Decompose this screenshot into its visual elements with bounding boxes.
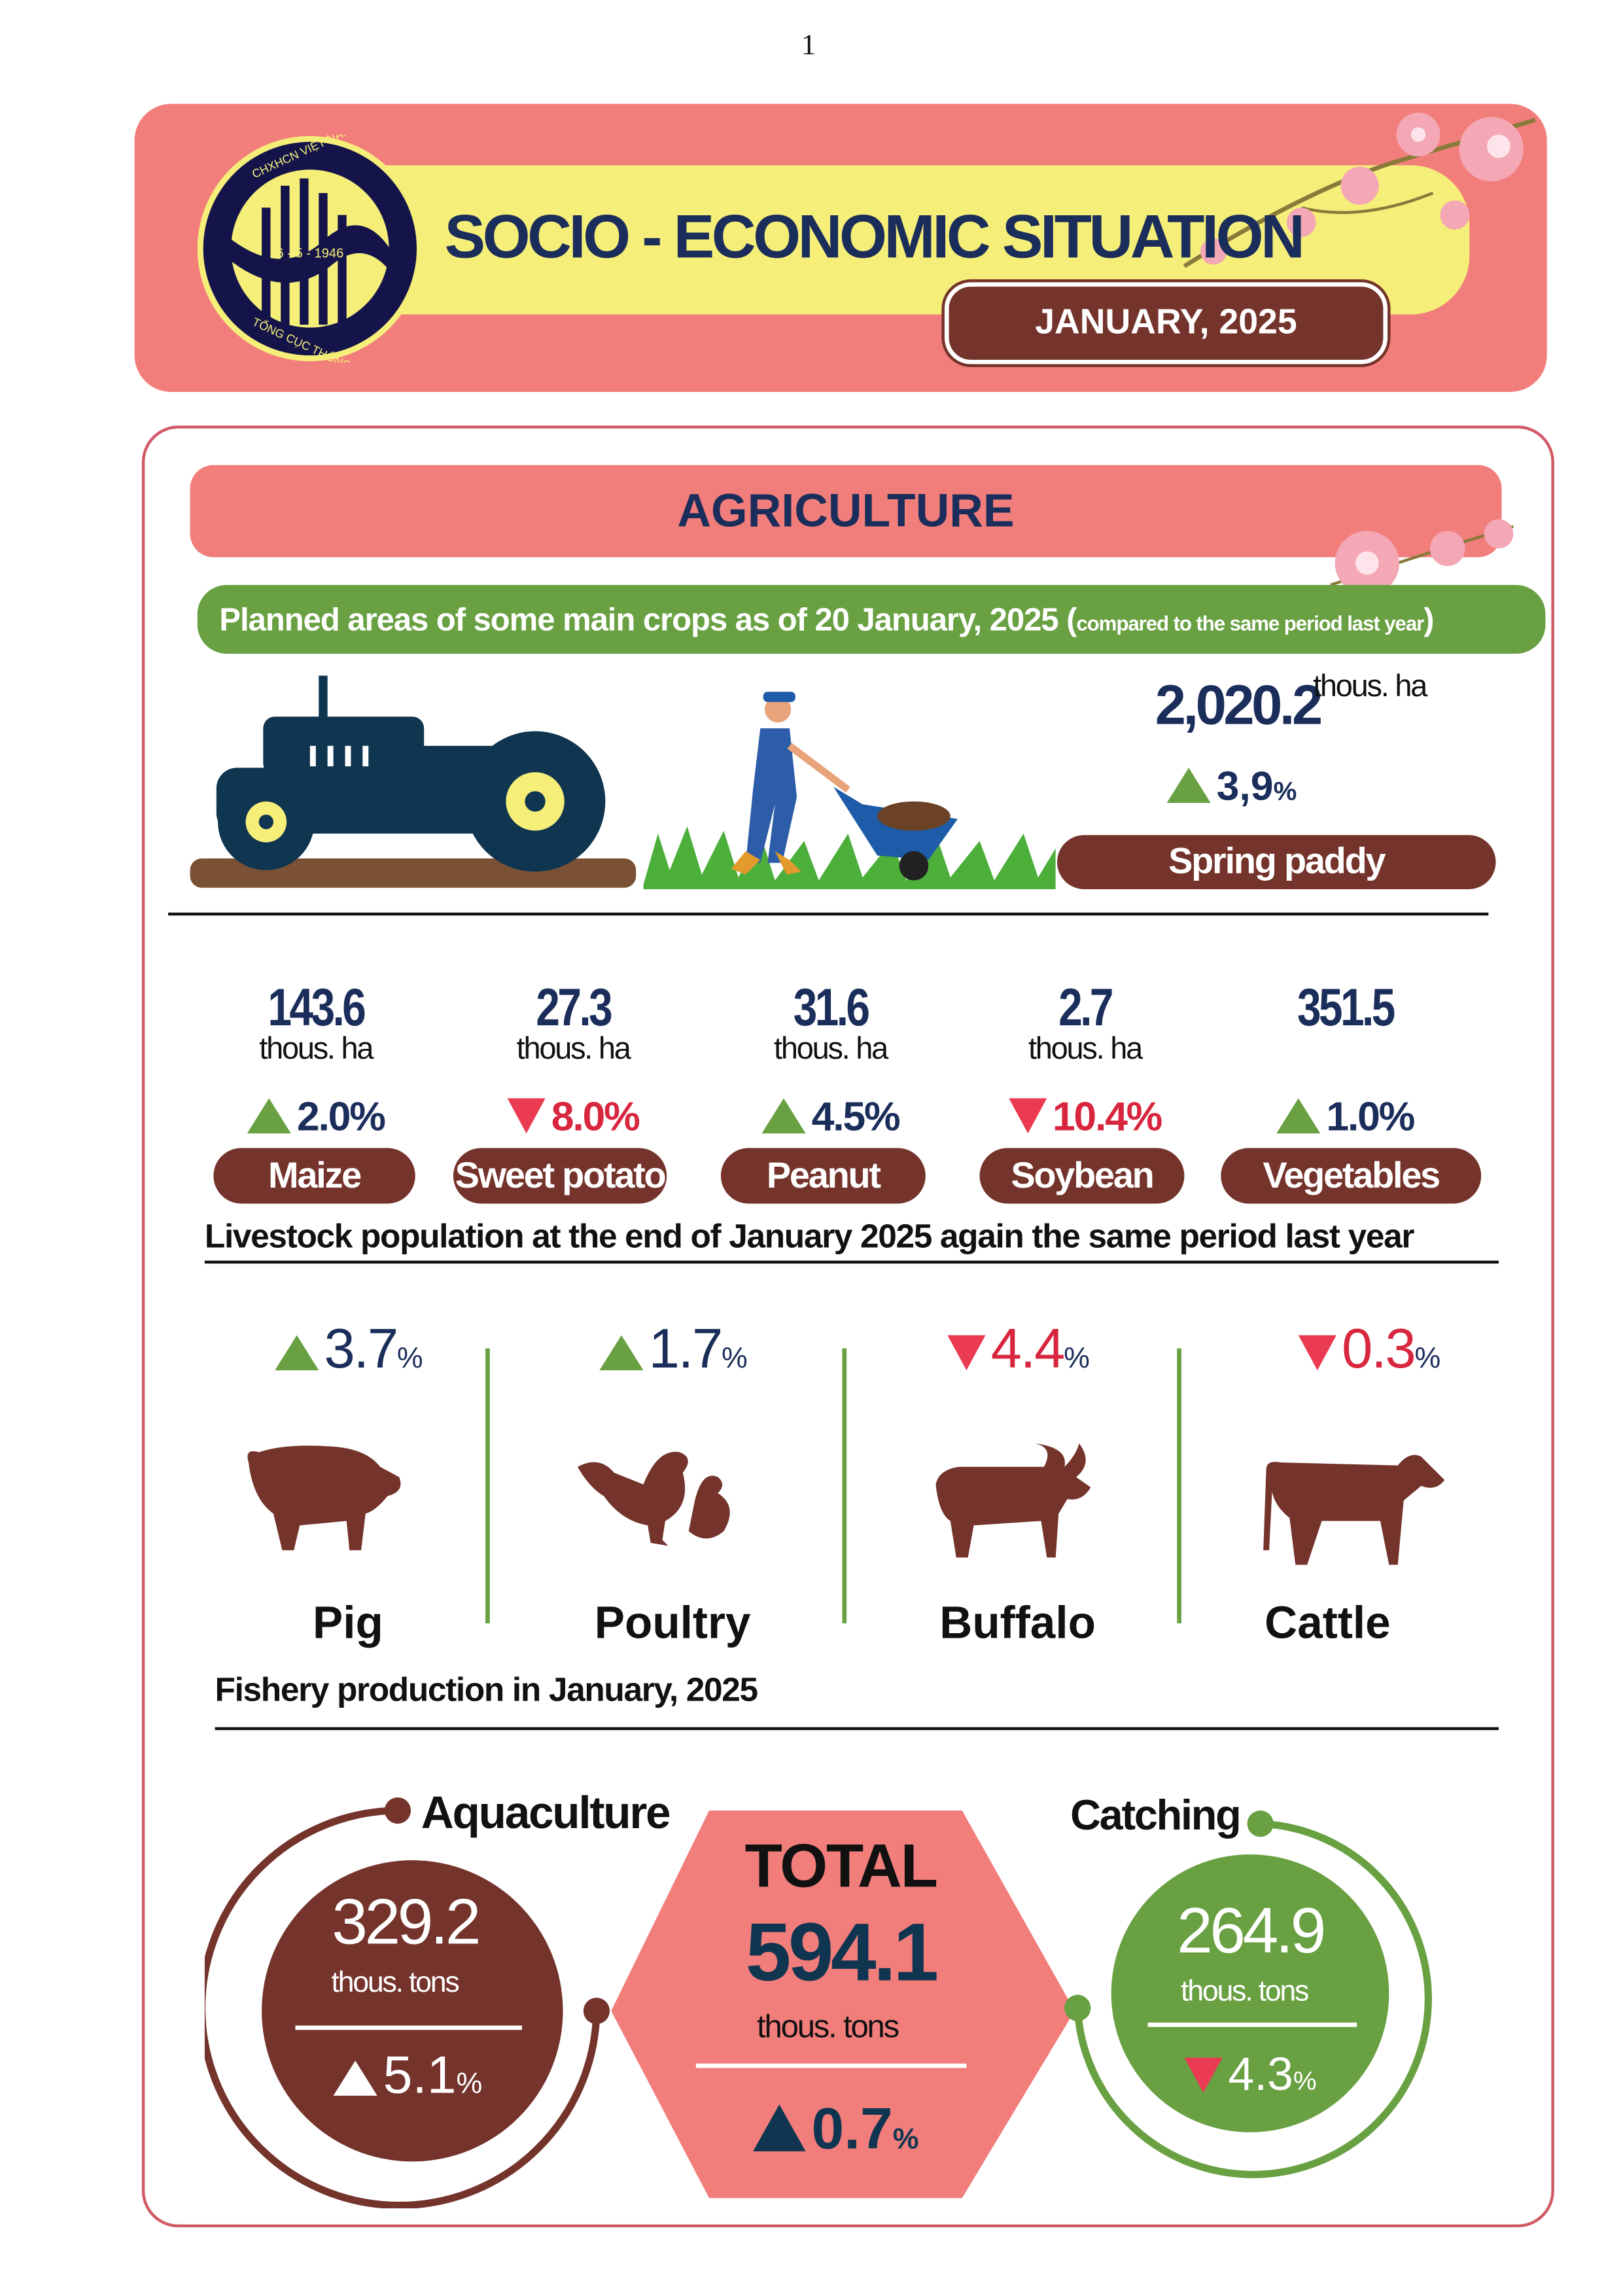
livestock-pig: 3.7% Pig bbox=[201, 1319, 494, 1648]
arrow-up-icon bbox=[753, 2104, 806, 2151]
catching-label: Catching bbox=[1070, 1793, 1242, 1840]
arrow-up-icon bbox=[1276, 1098, 1321, 1134]
crop-label-soybean: Soybean bbox=[979, 1148, 1185, 1204]
svg-text:6 - 5 - 1946: 6 - 5 - 1946 bbox=[276, 246, 343, 260]
farmer-wheelbarrow-illustration bbox=[643, 692, 1056, 889]
arrow-down-icon bbox=[1298, 1335, 1336, 1371]
catching-unit: thous. tons bbox=[1181, 1975, 1309, 2008]
crop-maize: 143.6 thous. ha 2.0% bbox=[192, 977, 440, 1139]
crops-heading-bar: Planned areas of some main crops as of 2… bbox=[197, 585, 1546, 654]
crop-sweet-potato: 27.3 thous. ha 8.0% bbox=[449, 977, 697, 1139]
arrow-up-icon bbox=[1166, 768, 1211, 804]
poultry-icon bbox=[577, 1451, 730, 1546]
period-badge: JANUARY, 2025 bbox=[941, 279, 1391, 368]
section-title-agriculture: AGRICULTURE bbox=[190, 465, 1502, 557]
fishery-graphic bbox=[204, 1797, 1432, 2209]
crop-vegetables: 351.5 1.0% bbox=[1221, 977, 1469, 1139]
crop-label-maize: Maize bbox=[213, 1148, 415, 1204]
total-change: 0.7% bbox=[753, 2097, 919, 2163]
catching-change: 4.3% bbox=[1184, 2047, 1317, 2102]
arrow-up-icon bbox=[761, 1098, 806, 1134]
divider bbox=[204, 1260, 1499, 1264]
crop-label-sweet-potato: Sweet potato bbox=[453, 1148, 667, 1204]
arrow-up-icon bbox=[274, 1335, 319, 1371]
gso-logo: 6 - 5 - 1946 CHXHCN VIỆT NAM TỔNG CỤC TH… bbox=[197, 135, 423, 362]
crop-label-peanut: Peanut bbox=[720, 1148, 926, 1204]
content-panel bbox=[141, 425, 1554, 2228]
arrow-up-icon bbox=[333, 2060, 377, 2096]
aquaculture-unit: thous. tons bbox=[331, 1967, 459, 2000]
aquaculture-label: Aquaculture bbox=[421, 1787, 671, 1839]
separator bbox=[842, 1348, 847, 1623]
aquaculture-change: 5.1% bbox=[333, 2045, 482, 2106]
buffalo-icon bbox=[935, 1443, 1091, 1558]
livestock-heading: Livestock population at the end of Janua… bbox=[204, 1216, 1414, 1255]
total-value: 594.1 bbox=[745, 1905, 939, 1998]
crop-soybean: 2.7 thous. ha 10.4% bbox=[960, 977, 1209, 1139]
total-unit: thous. tons bbox=[757, 2007, 899, 2045]
divider bbox=[215, 1727, 1499, 1731]
aquaculture-value: 329.2 bbox=[332, 1886, 481, 1958]
period-label: JANUARY, 2025 bbox=[1035, 302, 1297, 343]
arrow-down-icon bbox=[1184, 2057, 1223, 2093]
arrow-down-icon bbox=[1008, 1098, 1047, 1134]
pig-icon bbox=[247, 1445, 401, 1551]
tractor-illustration bbox=[190, 675, 637, 888]
page-title: SOCIO - ECONOMIC SITUATION bbox=[444, 202, 1304, 271]
total-label: TOTAL bbox=[744, 1831, 938, 1900]
spring-paddy-label: Spring paddy bbox=[1056, 835, 1496, 889]
spring-paddy-unit: thous. ha bbox=[1313, 669, 1427, 704]
livestock-poultry: 1.7% Poultry bbox=[594, 1319, 751, 1648]
arrow-down-icon bbox=[947, 1335, 985, 1371]
arrow-down-icon bbox=[507, 1098, 546, 1134]
crop-peanut: 31.6 thous. ha 4.5% bbox=[707, 977, 955, 1139]
separator bbox=[1177, 1348, 1181, 1623]
blossom-decoration-small bbox=[1330, 519, 1514, 595]
catching-value: 264.9 bbox=[1177, 1895, 1326, 1968]
cattle-icon bbox=[1263, 1455, 1445, 1565]
divider bbox=[168, 912, 1489, 916]
spring-paddy-change: 3,9% bbox=[1166, 764, 1297, 811]
page-number: 1 bbox=[801, 29, 816, 62]
spring-paddy-value: 2,020.2 bbox=[1155, 675, 1323, 737]
arrow-up-icon bbox=[599, 1335, 643, 1371]
crop-label-vegetables: Vegetables bbox=[1221, 1148, 1482, 1204]
fishery-heading: Fishery production in January, 2025 bbox=[215, 1670, 758, 1708]
blossom-decoration bbox=[1183, 113, 1536, 268]
livestock-cattle: 0.3% Cattle bbox=[1265, 1319, 1440, 1648]
arrow-up-icon bbox=[247, 1098, 291, 1134]
separator bbox=[485, 1348, 490, 1623]
livestock-buffalo: 4.4% Buffalo bbox=[939, 1319, 1096, 1648]
